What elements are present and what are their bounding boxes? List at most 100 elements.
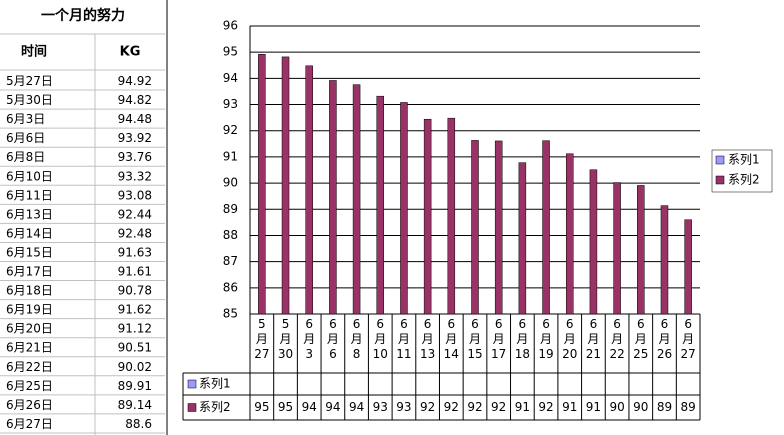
y-tick-label: 93: [223, 97, 238, 111]
y-tick-label: 89: [223, 202, 238, 216]
legend-key: [715, 175, 725, 185]
date-cell: 6月19日: [6, 303, 53, 317]
value-label: 89: [657, 400, 672, 414]
value-label: 91: [586, 400, 601, 414]
bar: [494, 140, 503, 315]
y-tick-label: 90: [223, 176, 238, 190]
value-label: 94: [302, 400, 317, 414]
date-cell: 5月27日: [6, 74, 53, 88]
kg-cell: 89.91: [118, 379, 152, 393]
date-cell: 6月3日: [6, 112, 45, 126]
bar: [637, 185, 645, 315]
value-label: 92: [444, 400, 459, 414]
x-tick-label: 6月26: [656, 317, 673, 361]
kg-cell: 93.32: [118, 169, 152, 183]
date-cell: 6月25日: [6, 379, 53, 393]
kg-cell: 90.02: [118, 360, 152, 374]
x-tick-label: 6月27: [680, 317, 696, 361]
bar: [329, 80, 337, 315]
date-cell: 6月11日: [6, 188, 53, 202]
table-title: 一个月的努力: [41, 7, 125, 24]
date-cell: 5月30日: [6, 93, 53, 107]
bar: [518, 162, 527, 315]
kg-cell: 92.44: [118, 207, 152, 221]
kg-cell: 94.82: [118, 93, 152, 107]
x-tick-label: 6月18: [514, 317, 530, 361]
kg-cell: 93.92: [118, 131, 152, 145]
x-tick-label: 6月15: [467, 317, 483, 361]
kg-cell: 94.48: [118, 112, 152, 126]
x-tick-label: 6月3: [303, 317, 316, 361]
x-tick-label: 6月8: [350, 317, 363, 361]
value-label: 92: [467, 400, 482, 414]
date-cell: 6月8日: [6, 150, 45, 164]
value-label: 90: [633, 400, 648, 414]
y-tick-label: 96: [223, 19, 238, 33]
y-tick-label: 95: [223, 45, 238, 59]
bar: [400, 102, 408, 315]
x-tick-label: 6月6: [326, 317, 339, 361]
y-tick-label: 87: [223, 254, 238, 268]
legend-key: [187, 379, 197, 389]
value-label: 93: [396, 400, 411, 414]
bar: [352, 84, 361, 315]
date-cell: 6月14日: [6, 226, 53, 240]
bar: [684, 219, 692, 315]
y-tick-label: 94: [223, 71, 238, 85]
bar: [565, 153, 574, 315]
x-tick-label: 5月30: [277, 317, 294, 361]
x-tick-label: 6月13: [419, 317, 436, 361]
bar: [305, 65, 313, 315]
legend-label: 系列2: [728, 173, 760, 187]
kg-cell: 88.6: [125, 417, 152, 431]
x-tick-label: 6月22: [609, 317, 625, 361]
value-label: 89: [681, 400, 696, 414]
value-label: 94: [349, 400, 364, 414]
date-cell: 6月10日: [6, 169, 53, 183]
x-tick-label: 5月27: [254, 317, 270, 361]
bar: [376, 95, 385, 315]
x-tick-label: 6月21: [585, 317, 602, 361]
value-label: 94: [325, 400, 340, 414]
kg-cell: 93.76: [118, 150, 152, 164]
kg-cell: 91.12: [118, 322, 152, 336]
value-label: 92: [538, 400, 553, 414]
bar: [660, 205, 669, 315]
y-tick-label: 92: [223, 123, 238, 137]
bar: [589, 169, 598, 315]
bar: [281, 56, 290, 315]
bar: [258, 54, 266, 315]
bar: [542, 140, 550, 315]
x-tick-label: 6月17: [491, 317, 507, 361]
kg-cell: 89.14: [118, 398, 152, 412]
value-label: 90: [609, 400, 624, 414]
value-label: 95: [278, 400, 293, 414]
value-label: 92: [491, 400, 506, 414]
value-label: 93: [373, 400, 388, 414]
date-cell: 6月17日: [6, 265, 53, 279]
kg-cell: 91.63: [118, 245, 152, 259]
x-tick-label: 6月10: [372, 317, 388, 361]
date-cell: 6月22日: [6, 360, 53, 374]
date-cell: 6月6日: [6, 131, 45, 145]
x-tick-label: 6月25: [633, 317, 649, 361]
kg-cell: 91.62: [118, 303, 152, 317]
date-cell: 6月27日: [6, 417, 53, 431]
x-tick-label: 6月11: [396, 317, 412, 361]
series-row-label: 系列2: [199, 400, 231, 414]
value-label: 91: [515, 400, 530, 414]
bar: [423, 118, 432, 315]
bar: [613, 182, 621, 315]
value-label: 92: [420, 400, 435, 414]
bar: [447, 117, 456, 315]
table-header: KG: [120, 45, 141, 60]
date-cell: 6月20日: [6, 322, 53, 336]
kg-cell: 91.61: [118, 265, 152, 279]
table-header: 时间: [21, 44, 47, 60]
legend-label: 系列1: [728, 153, 760, 167]
kg-cell: 94.92: [118, 74, 152, 88]
date-cell: 6月26日: [6, 398, 53, 412]
value-label: 91: [562, 400, 577, 414]
